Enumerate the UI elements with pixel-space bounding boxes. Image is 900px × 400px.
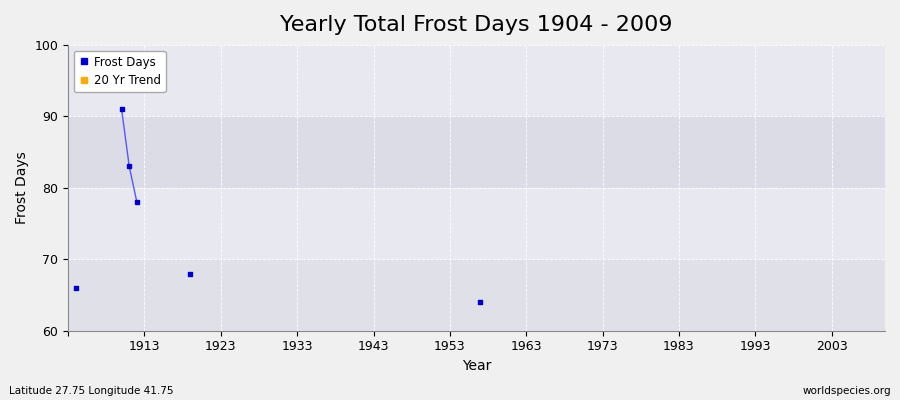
X-axis label: Year: Year xyxy=(462,359,491,373)
Title: Yearly Total Frost Days 1904 - 2009: Yearly Total Frost Days 1904 - 2009 xyxy=(280,15,673,35)
Bar xyxy=(68,116,885,188)
Legend: Frost Days, 20 Yr Trend: Frost Days, 20 Yr Trend xyxy=(74,51,166,92)
Point xyxy=(183,270,197,277)
Y-axis label: Frost Days: Frost Days xyxy=(15,152,29,224)
Text: worldspecies.org: worldspecies.org xyxy=(803,386,891,396)
Bar xyxy=(68,259,885,331)
Bar xyxy=(68,45,885,116)
Text: Latitude 27.75 Longitude 41.75: Latitude 27.75 Longitude 41.75 xyxy=(9,386,174,396)
Point xyxy=(68,285,83,291)
Bar xyxy=(68,188,885,259)
Point xyxy=(473,299,488,305)
